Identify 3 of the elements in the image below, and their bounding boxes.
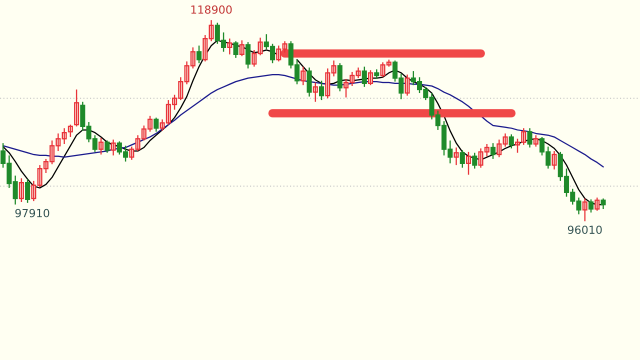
annotation: 96010 xyxy=(568,226,602,234)
annotation: 97910 xyxy=(15,208,50,218)
annotation: 118900 xyxy=(191,5,232,14)
